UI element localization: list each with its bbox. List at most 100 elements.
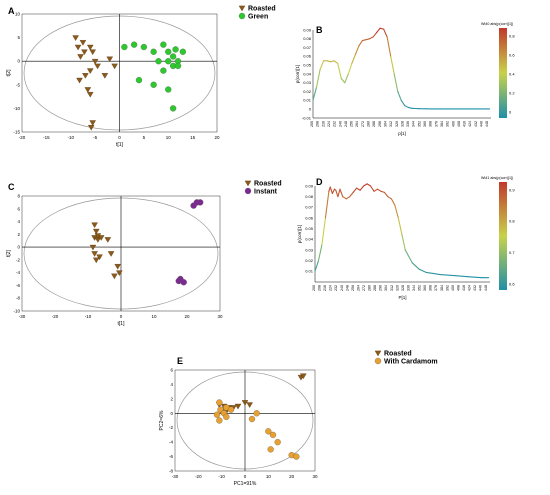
x-tick-label: 224 (329, 285, 333, 291)
x-tick-label: 280 (367, 121, 371, 127)
plot-frame (21, 13, 218, 133)
x-tick-label: 376 (434, 121, 438, 127)
line-segment (329, 186, 333, 195)
plot-frame (21, 195, 221, 312)
x-tick-label: 320 (395, 121, 399, 127)
data-point (111, 63, 118, 70)
data-point (79, 40, 87, 46)
x-tick-label: 296 (378, 121, 382, 127)
colorbar-tick-label: 0.8 (509, 219, 515, 224)
line-segment (335, 189, 339, 198)
legend-label: Roasted (254, 181, 282, 188)
line-segment (407, 106, 413, 109)
x-tick-label: 208 (318, 285, 322, 291)
data-point (96, 254, 103, 260)
x-tick-label: 240 (338, 121, 342, 127)
x-tick-label: 10 (166, 135, 172, 140)
data-point (160, 41, 167, 48)
x-tick-label: 440 (479, 285, 483, 291)
x-tick-label: 312 (389, 121, 393, 127)
colorbar-tick-label: 0.7 (509, 250, 515, 255)
y-tick-label: -6 (16, 283, 20, 288)
data-point (87, 125, 95, 131)
panel-a: A-20 -15 -10 -5 0 5 10 15 201050-5-10-15t[1]t[2]… (6, 6, 276, 149)
line-segment (363, 183, 368, 187)
data-point (300, 373, 307, 380)
legend-marker (374, 350, 382, 357)
y-tick-label: -2 (16, 257, 20, 262)
x-axis-label: p[1] (398, 131, 406, 136)
y-axis-label: PC2=6% (159, 410, 165, 430)
line-segment (383, 191, 389, 198)
x-tick-label: 304 (383, 121, 387, 127)
x-tick-label: 320 (395, 285, 399, 291)
line-segment (365, 38, 371, 41)
x-tick-label: 200 (310, 121, 314, 127)
y-tick-label: 0.02 (305, 258, 314, 263)
data-point (91, 251, 98, 257)
line-segment (425, 271, 434, 275)
x-tick-label: 328 (400, 121, 404, 127)
panel-b: B 0.09 0.08 0.07 0.06 0.05 0.04 0.03 0.02 0.01 0 -0… (295, 22, 515, 136)
data-point (150, 81, 157, 88)
line-segment (340, 77, 346, 84)
line-segment (400, 99, 406, 107)
y-tick-label: -8 (16, 296, 20, 301)
x-tick-label: 264 (356, 285, 360, 291)
y-tick-label: -8 (169, 469, 173, 474)
line-segment (370, 185, 375, 192)
x-tick-label: 424 (468, 121, 472, 127)
line-segment (453, 275, 469, 278)
y-tick-label: -2 (169, 425, 173, 430)
colorbar-tick-label: 0.2 (509, 90, 515, 95)
data-point (77, 54, 84, 60)
line-segment (432, 272, 441, 276)
line-segment (342, 196, 347, 200)
y-tick-label: -4 (16, 270, 20, 275)
legend-label: Roasted (248, 6, 276, 13)
data-point (165, 58, 172, 65)
data-point (91, 222, 98, 229)
data-point (104, 237, 112, 243)
y-tick-label: -15 (13, 130, 20, 135)
data-point (130, 41, 138, 48)
y-tick-label: 0 (170, 411, 173, 416)
line-segment (339, 188, 344, 198)
data-point (140, 43, 148, 51)
data-point (107, 251, 115, 257)
data-point (248, 415, 256, 423)
panel-e: E-30 -20 -10 0 10 20 306420-2-4-6-8PC1=91%PC2=… (159, 351, 438, 488)
x-tick-label: 408 (457, 121, 461, 127)
colorbar-title: Wt41 abs(p(corr)[1]) (481, 176, 513, 180)
data-point (97, 235, 105, 241)
data-point (116, 270, 123, 276)
data-point (253, 410, 260, 417)
x-tick-label: 248 (345, 285, 349, 291)
data-point (114, 264, 121, 270)
y-tick-label: 6 (170, 368, 173, 373)
y-tick-label: 8 (17, 194, 20, 199)
x-tick-label: 416 (463, 121, 467, 127)
x-tick-label: 224 (327, 121, 331, 127)
colorbar-tick-label: 0.9 (509, 187, 515, 192)
y-tick-label: 0.03 (305, 247, 314, 252)
data-point (265, 428, 272, 435)
x-tick-label: 0 (244, 474, 247, 479)
data-point (89, 244, 97, 251)
legend-marker (238, 12, 246, 20)
legend-label: Instant (254, 189, 278, 196)
line-segment (380, 190, 385, 193)
data-point (150, 48, 157, 55)
x-tick-label: 256 (351, 285, 355, 291)
data-point (234, 403, 242, 410)
line-segment (349, 191, 354, 198)
data-point (223, 413, 230, 421)
x-tick-label: 10 (266, 474, 272, 479)
line-segment (358, 40, 363, 47)
y-tick-label: 0.08 (305, 194, 314, 199)
y-tick-label: 0.04 (303, 71, 312, 76)
data-point (155, 58, 162, 65)
y-tick-label: 10 (15, 12, 21, 17)
x-tick-label: 344 (412, 285, 416, 291)
line-segment (337, 188, 341, 198)
